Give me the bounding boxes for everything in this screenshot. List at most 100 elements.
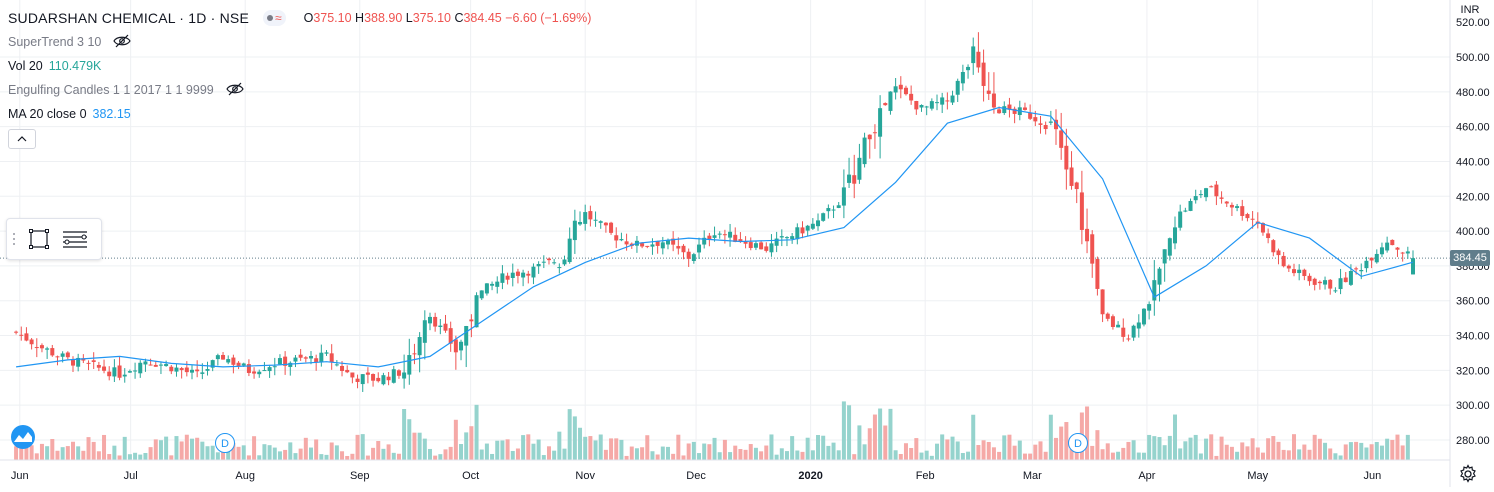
candle-body: [816, 220, 821, 227]
time-axis[interactable]: Jun Jul Aug Sep Oct Nov Dec 2020 Feb Mar Apr May Jun: [11, 470, 1381, 482]
candle-body: [1157, 268, 1162, 285]
candle-body: [257, 371, 262, 375]
volume-bar: [262, 444, 267, 460]
candle-body: [453, 339, 458, 353]
candle-body: [505, 275, 510, 280]
candle-body: [862, 137, 867, 165]
gear-icon[interactable]: [1458, 464, 1478, 484]
volume-bar: [1354, 441, 1359, 460]
price-axis[interactable]: 280.00300.00320.00340.00360.00380.00400.…: [1456, 17, 1490, 447]
candle-body: [345, 369, 350, 373]
candle-body: [1390, 239, 1395, 246]
candle-body: [1116, 324, 1121, 328]
drawing-toolbar[interactable]: [6, 218, 102, 260]
candle-body: [1266, 233, 1271, 239]
symbol-title[interactable]: SUDARSHAN CHEMICAL · 1D · NSE: [8, 10, 249, 26]
eye-off-icon[interactable]: [226, 82, 244, 99]
candle-body: [443, 323, 448, 331]
candle-body: [169, 366, 174, 372]
volume-bar: [277, 451, 282, 460]
candle-body: [1354, 268, 1359, 270]
supertrend-legend[interactable]: SuperTrend 3 10: [8, 30, 591, 54]
candle-body: [241, 363, 246, 366]
volume-bar: [826, 445, 831, 460]
volume-bar: [878, 408, 883, 460]
candle-body: [1126, 338, 1131, 340]
volume-bar: [536, 439, 541, 460]
volume-bar: [314, 439, 319, 460]
volume-bar: [231, 442, 236, 460]
candle-body: [422, 320, 427, 343]
currency-label[interactable]: INR: [1460, 4, 1480, 16]
candle-body: [712, 235, 717, 238]
eye-off-icon[interactable]: [113, 34, 132, 51]
candle-body: [935, 102, 940, 104]
volume-bar: [376, 441, 381, 460]
ma-legend[interactable]: MA 20 close 0 382.15: [8, 102, 591, 126]
volume-bar: [1385, 438, 1390, 460]
price-tick-label: 340.00: [1456, 331, 1490, 343]
volume-bar: [1095, 430, 1100, 460]
volume-bar: [1141, 452, 1146, 460]
candle-body: [1069, 167, 1074, 186]
volume-bar: [308, 447, 313, 460]
candle-body: [174, 367, 179, 372]
volume-bar: [950, 436, 955, 460]
candle-body: [748, 242, 753, 249]
candle-body: [1333, 290, 1338, 292]
volume-bar: [1348, 442, 1353, 460]
volume-bar: [381, 448, 386, 460]
candle-body: [1204, 188, 1209, 198]
lines-tool-button[interactable]: [57, 221, 93, 257]
drag-handle[interactable]: [7, 233, 21, 245]
tradingview-logo-icon[interactable]: [8, 424, 38, 450]
symbol-status-badge[interactable]: ≈: [262, 10, 286, 26]
engulfing-legend[interactable]: Engulfing Candles 1 1 2017 1 1 9999: [8, 78, 591, 102]
volume-bar: [1260, 452, 1265, 460]
ma-value: 382.15: [92, 107, 131, 121]
volume-bar: [1012, 445, 1017, 460]
volume-bar: [836, 450, 841, 460]
candle-body: [360, 374, 365, 385]
candle-body: [1245, 214, 1250, 219]
candle-body: [697, 244, 702, 253]
candle-body: [448, 328, 453, 344]
candle-body: [226, 359, 231, 363]
candle-body: [96, 364, 101, 368]
volume-bar: [531, 443, 536, 460]
volume-bar: [1188, 437, 1193, 460]
volume-legend[interactable]: Vol 20 110.479K: [8, 54, 591, 78]
volume-bar: [841, 401, 846, 460]
candle-body: [1307, 275, 1312, 282]
dividend-marker[interactable]: D: [215, 433, 235, 453]
candle-body: [246, 364, 251, 373]
volume-bar: [60, 447, 65, 460]
candle-body: [1271, 240, 1276, 253]
volume-bar: [521, 435, 526, 460]
volume-bar: [955, 441, 960, 460]
volume-bar: [417, 432, 422, 460]
candle-body: [769, 243, 774, 253]
volume-bar: [634, 448, 639, 460]
last-price-tag: 384.45: [1450, 250, 1490, 267]
collapse-legend-button[interactable]: [8, 129, 36, 149]
candle-body: [1385, 242, 1390, 251]
candle-body: [376, 377, 381, 382]
volume-bar: [205, 446, 210, 460]
volume-bar: [345, 455, 350, 460]
volume-bar: [847, 405, 852, 460]
candle-body: [221, 354, 226, 360]
candle-body: [1400, 252, 1405, 254]
volume-bar: [122, 436, 127, 460]
rectangle-tool-button[interactable]: [21, 221, 57, 257]
candle-body: [1405, 251, 1410, 254]
volume-bar: [769, 434, 774, 460]
candle-body: [614, 235, 619, 241]
dividend-marker[interactable]: D: [1068, 433, 1088, 453]
candle-body: [1183, 210, 1188, 212]
volume-bar: [469, 426, 474, 460]
candle-body: [495, 281, 500, 287]
candle-body: [826, 208, 831, 212]
volume-bar: [1276, 441, 1281, 460]
